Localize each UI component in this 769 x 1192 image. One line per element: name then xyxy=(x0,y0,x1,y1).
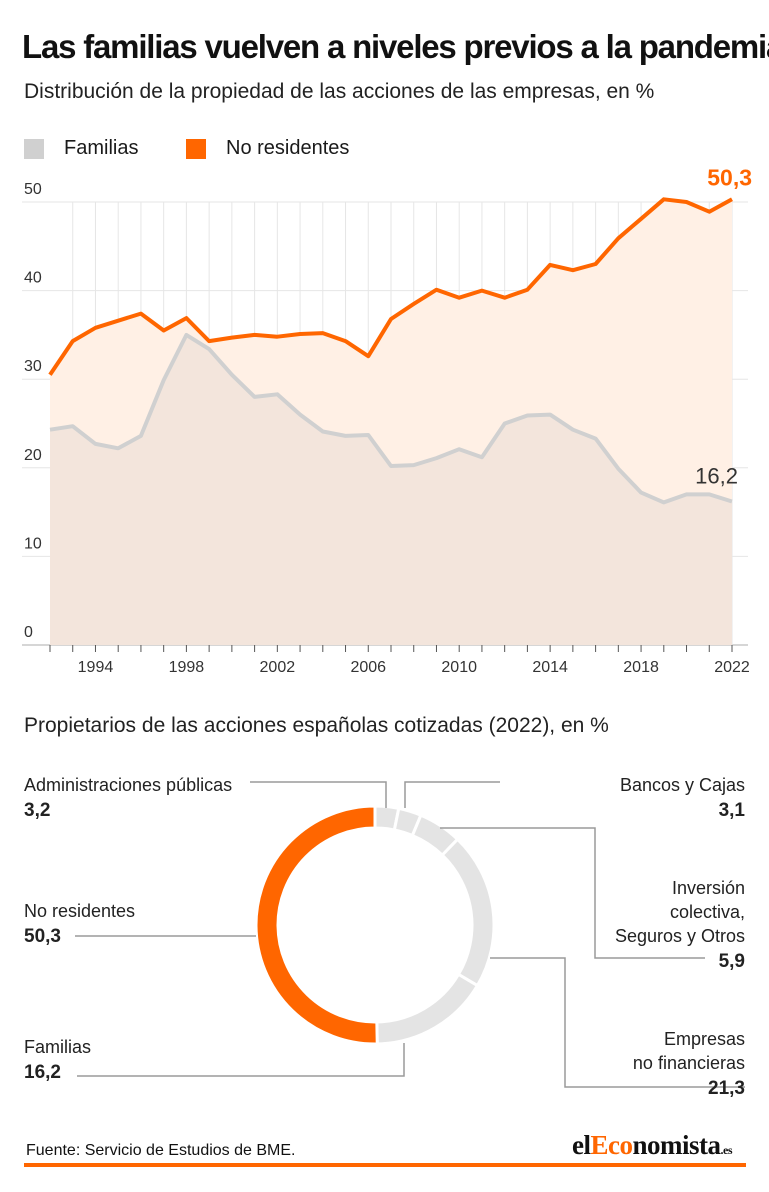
leader-line xyxy=(404,781,500,808)
brand-suffix: nomista xyxy=(632,1130,722,1160)
donut-label-inversion: Seguros y Otros xyxy=(615,926,745,946)
bottom-rule xyxy=(24,1163,746,1167)
x-tick-label: 2018 xyxy=(623,659,659,676)
legend-swatch-familias xyxy=(24,138,44,159)
donut-value-no-residentes: 50,3 xyxy=(24,926,61,947)
donut-value-bancos: 3,1 xyxy=(719,800,746,821)
leader-line xyxy=(440,827,705,959)
legend-item-no-residentes: No residentes xyxy=(186,137,349,160)
y-tick-label: 20 xyxy=(24,447,42,464)
familias-last-value: 16,2 xyxy=(695,463,738,488)
brand-logo: elEconomista.es xyxy=(572,1130,732,1161)
y-tick-label: 30 xyxy=(24,358,42,375)
donut-label-empresas: Empresas xyxy=(664,1029,745,1049)
donut-value-familias: 16,2 xyxy=(24,1062,61,1083)
donut-slice xyxy=(440,837,496,988)
donut-slice xyxy=(254,804,379,1046)
brand-prefix: el xyxy=(572,1130,591,1160)
legend-swatch-no-residentes xyxy=(186,138,206,159)
brand-accent: Eco xyxy=(590,1130,634,1160)
donut-label-bancos: Bancos y Cajas xyxy=(620,775,745,795)
x-tick-label: 2022 xyxy=(714,659,750,676)
donut-label-inversion: colectiva, xyxy=(670,902,745,922)
x-tick-label: 1994 xyxy=(78,659,114,676)
donut-value-empresas: 21,3 xyxy=(708,1078,745,1099)
x-tick-label: 2006 xyxy=(350,659,386,676)
familias-area xyxy=(50,334,732,645)
y-tick-label: 10 xyxy=(24,535,42,552)
legend-label-no-residentes: No residentes xyxy=(226,137,350,159)
donut-title: Propietarios de las acciones españolas c… xyxy=(24,714,609,737)
y-tick-label: 50 xyxy=(24,181,42,198)
y-tick-label: 0 xyxy=(24,624,33,641)
x-tick-label: 2014 xyxy=(532,659,568,676)
legend-label-familias: Familias xyxy=(64,137,139,159)
donut-label-inversion: Inversión xyxy=(672,878,745,898)
donut-chart: Administraciones públicas 3,2 Bancos y Caj… xyxy=(24,775,746,1099)
y-tick-label: 40 xyxy=(24,270,42,287)
leader-line xyxy=(77,1043,405,1077)
leader-line xyxy=(490,957,745,1088)
donut-value-inversion: 5,9 xyxy=(719,951,745,972)
donut-slice xyxy=(375,972,480,1046)
no-residentes-line xyxy=(48,197,733,376)
chart-subtitle: Distribución de la propiedad de las acci… xyxy=(24,80,655,103)
area-chart: 0 10 20 30 40 50 1994 1998 2002 2006 2010 2014 2018 2… xyxy=(22,164,752,676)
donut-label-administraciones: Administraciones públicas xyxy=(24,775,232,795)
donut-label-familias: Familias xyxy=(24,1037,91,1057)
chart-title: Las familias vuelven a niveles previos a… xyxy=(22,28,769,65)
donut-label-no-residentes: No residentes xyxy=(24,901,135,921)
source-note: Fuente: Servicio de Estudios de BME. xyxy=(26,1142,296,1159)
x-tick-label: 2002 xyxy=(260,659,296,676)
brand-tld: .es xyxy=(720,1143,733,1157)
donut-label-empresas: no financieras xyxy=(633,1053,745,1073)
x-tick-label: 2010 xyxy=(441,659,477,676)
familias-line xyxy=(49,332,733,505)
leader-line xyxy=(250,781,387,808)
donut-value-administraciones: 3,2 xyxy=(24,800,50,821)
x-tick-label: 1998 xyxy=(169,659,205,676)
legend-item-familias: Familias xyxy=(24,137,138,160)
no-residentes-last-value: 50,3 xyxy=(707,164,752,190)
